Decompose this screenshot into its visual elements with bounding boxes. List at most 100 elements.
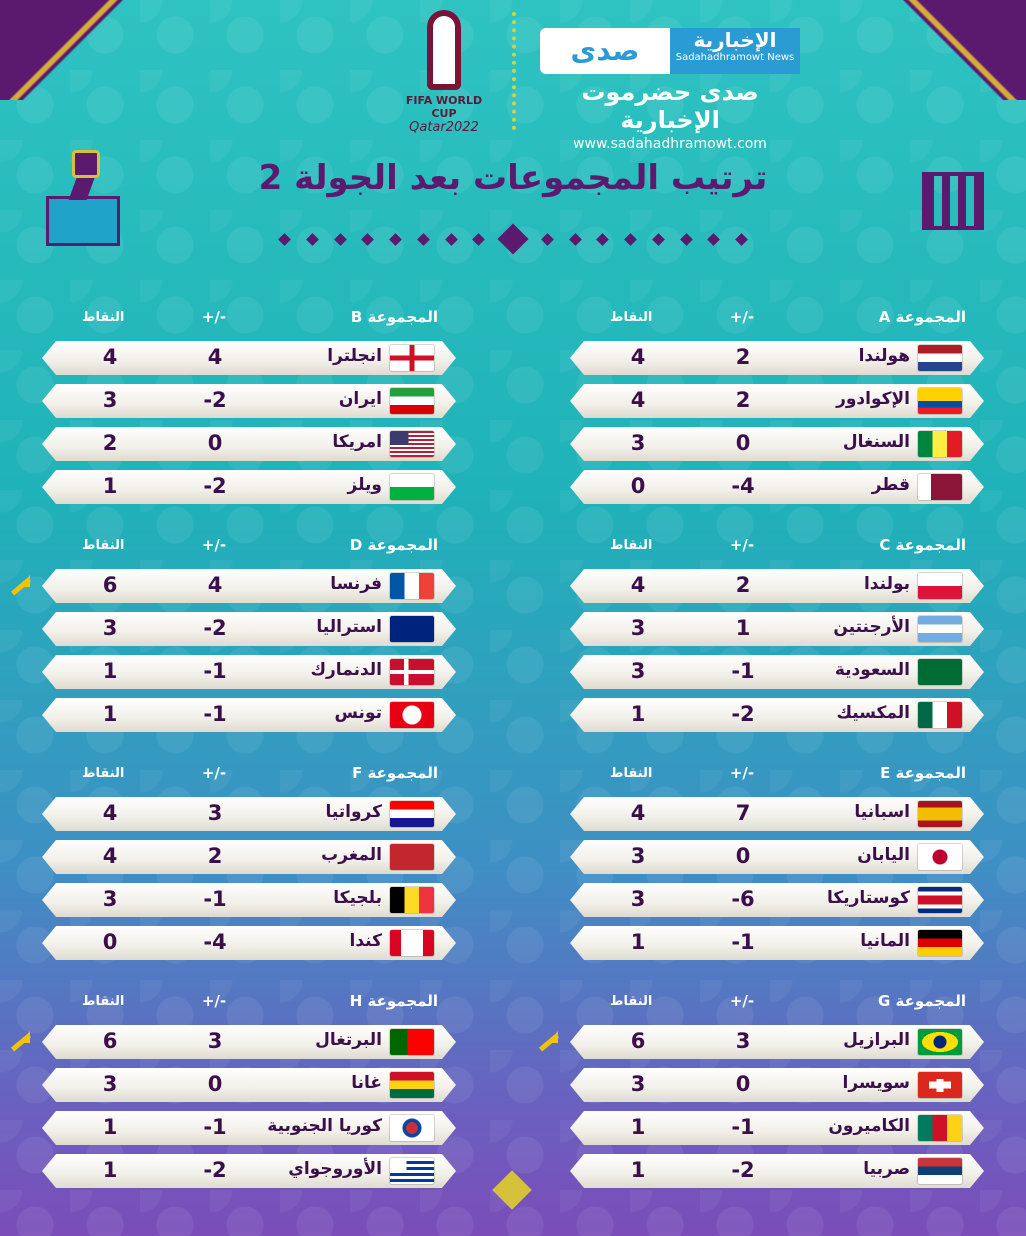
trophy-icon	[427, 10, 461, 90]
diff-header: +/-	[201, 992, 227, 1010]
header-divider	[512, 12, 516, 130]
croatia-flag-icon	[390, 801, 434, 827]
team-points: 2	[102, 431, 118, 455]
team-row-bg	[42, 427, 456, 461]
page-title: ترتيب المجموعات بعد الجولة 2	[258, 158, 768, 198]
team-row: البرتغال 3 6	[42, 1025, 462, 1059]
news-name-ar: الإخبارية	[693, 28, 777, 52]
team-name: بلجيكا	[333, 888, 382, 908]
news-logo: صدى الإخبارية Sadahadhramowt News صدى حض…	[540, 28, 800, 152]
team-points: 3	[630, 659, 646, 683]
team-row: المكسيك -2 1	[570, 698, 990, 732]
group-name: المجموعة F	[352, 764, 438, 782]
team-points: 3	[102, 1072, 118, 1096]
team-row: الإكوادور 2 4	[570, 384, 990, 418]
diff-header: +/-	[729, 308, 755, 326]
group-name: المجموعة E	[880, 764, 966, 782]
team-points: 1	[102, 474, 118, 498]
team-row: استراليا -2 3	[42, 612, 462, 646]
team-row-bg	[42, 384, 456, 418]
team-name: ايران	[338, 389, 382, 409]
wales-flag-icon	[390, 474, 434, 500]
goal-difference: -1	[731, 1115, 755, 1139]
team-row-bg	[42, 698, 456, 732]
goal-difference: -2	[203, 388, 227, 412]
team-points: 1	[102, 659, 118, 683]
team-points: 3	[630, 844, 646, 868]
goal-difference: -1	[731, 659, 755, 683]
tunisia-flag-icon	[390, 702, 434, 728]
team-name: البرتغال	[315, 1030, 382, 1050]
team-name: الأوروجواي	[288, 1159, 382, 1179]
group-e: المجموعة E +/- النقاط اسبانيا 7 4 اليابان 0 3 كوس…	[570, 762, 990, 960]
points-header: النقاط	[82, 766, 125, 781]
goal-difference: 2	[735, 345, 751, 369]
team-row-bg	[570, 797, 984, 831]
team-row-bg	[570, 840, 984, 874]
goal-difference: -1	[203, 702, 227, 726]
team-row-bg	[570, 926, 984, 960]
wc-logo-line2: Qatar2022	[409, 120, 479, 135]
group-d: المجموعة D +/- النقاط فرنسا 4 6 استراليا -2 3 الد…	[42, 534, 462, 732]
team-name: السنغال	[842, 432, 910, 452]
team-row: الأوروجواي -2 1	[42, 1154, 462, 1188]
costarica-flag-icon	[918, 887, 962, 913]
team-points: 3	[102, 887, 118, 911]
world-cup-logo: FIFA WORLD CUP Qatar2022	[392, 10, 496, 135]
team-name: انجلترا	[327, 346, 382, 366]
qatar-emblem-right	[922, 172, 984, 230]
team-name: السعودية	[834, 660, 910, 680]
team-row: ويلز -2 1	[42, 470, 462, 504]
goal-difference: 0	[207, 431, 223, 455]
corner-decoration-right	[856, 0, 1026, 100]
group-name: المجموعة B	[350, 308, 438, 326]
wc-logo-line1: FIFA WORLD CUP	[405, 94, 483, 120]
france-flag-icon	[390, 573, 434, 599]
team-name: الكاميرون	[828, 1116, 910, 1136]
team-points: 4	[630, 573, 646, 597]
team-points: 4	[102, 345, 118, 369]
team-row-bg	[570, 470, 984, 504]
team-row-bg	[42, 569, 456, 603]
team-points: 1	[630, 702, 646, 726]
korea-flag-icon	[390, 1115, 434, 1141]
team-points: 6	[630, 1029, 646, 1053]
points-header: النقاط	[610, 310, 653, 325]
team-points: 3	[630, 431, 646, 455]
japan-flag-icon	[918, 844, 962, 870]
team-row: ايران -2 3	[42, 384, 462, 418]
team-name: المانيا	[860, 931, 910, 951]
qualified-arrow-icon	[6, 1027, 36, 1057]
team-row-bg	[570, 883, 984, 917]
team-name: قطر	[871, 475, 910, 495]
group-f: المجموعة F +/- النقاط كرواتيا 3 4 المغرب 2 4 بلجي…	[42, 762, 462, 960]
netherlands-flag-icon	[918, 345, 962, 371]
group-g: المجموعة G +/- النقاط البرازيل 3 6 سويسرا 0 3 الك…	[570, 990, 990, 1188]
team-row: هولندا 2 4	[570, 341, 990, 375]
team-name: الدنمارك	[310, 660, 382, 680]
canada-flag-icon	[390, 930, 434, 956]
team-row: الكاميرون -1 1	[570, 1111, 990, 1145]
team-row: تونس -1 1	[42, 698, 462, 732]
poland-flag-icon	[918, 573, 962, 599]
goal-difference: -2	[203, 616, 227, 640]
goal-difference: -2	[731, 702, 755, 726]
team-row: الدنمارك -1 1	[42, 655, 462, 689]
uruguay-flag-icon	[390, 1158, 434, 1184]
group-header: المجموعة H +/- النقاط	[42, 990, 462, 1016]
team-row: امريكا 0 2	[42, 427, 462, 461]
team-row-bg	[570, 341, 984, 375]
team-row-bg	[42, 1154, 456, 1188]
cameroon-flag-icon	[918, 1115, 962, 1141]
team-row-bg	[570, 1025, 984, 1059]
group-header: المجموعة C +/- النقاط	[570, 534, 990, 560]
team-row: بلجيكا -1 3	[42, 883, 462, 917]
team-row: قطر -4 0	[570, 470, 990, 504]
news-logo-name: الإخبارية Sadahadhramowt News	[670, 28, 800, 74]
team-points: 4	[630, 345, 646, 369]
team-row: سويسرا 0 3	[570, 1068, 990, 1102]
goal-difference: -4	[203, 930, 227, 954]
goal-difference: 0	[207, 1072, 223, 1096]
team-row: السعودية -1 3	[570, 655, 990, 689]
team-row-bg	[42, 797, 456, 831]
